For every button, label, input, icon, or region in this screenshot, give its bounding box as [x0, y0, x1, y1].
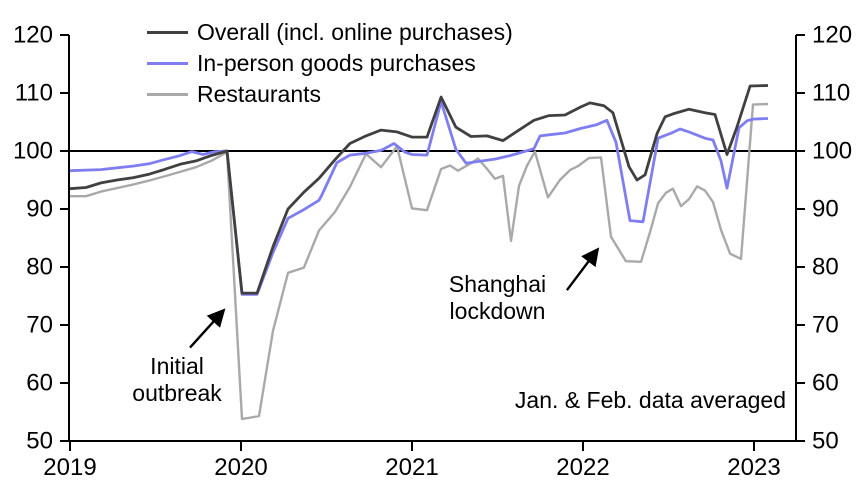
y-tick-label-left: 50 [26, 428, 53, 455]
y-tick-label-left: 100 [13, 138, 53, 165]
x-tick-label: 2021 [385, 454, 438, 481]
y-tick-label-right: 80 [812, 254, 839, 281]
legend-line-swatch-overall [147, 31, 188, 34]
y-tick-label-left: 90 [26, 196, 53, 223]
y-tick-label-left: 80 [26, 254, 53, 281]
legend-item-in-person: In-person goods purchases [147, 48, 513, 79]
legend-label: In-person goods purchases [197, 50, 476, 76]
legend: Overall (incl. online purchases) In-pers… [147, 17, 513, 110]
x-tick-label: 2020 [214, 454, 267, 481]
legend-line-swatch-in-person [147, 62, 188, 65]
x-tick-label: 2023 [727, 454, 780, 481]
legend-item-overall: Overall (incl. online purchases) [147, 17, 513, 48]
y-tick-label-right: 50 [812, 428, 839, 455]
y-tick-label-right: 120 [812, 22, 852, 49]
y-tick-label-right: 90 [812, 196, 839, 223]
annotation-arrow-0 [189, 308, 226, 349]
annotation-initial-outbreak: Initial outbreak [132, 352, 222, 406]
y-tick-label-right: 60 [812, 370, 839, 397]
y-tick-label-left: 120 [13, 22, 53, 49]
legend-label: Overall (incl. online purchases) [197, 19, 513, 45]
legend-label: Restaurants [197, 81, 322, 107]
y-tick-label-left: 60 [26, 370, 53, 397]
y-tick-label-right: 110 [812, 80, 850, 107]
annotation-arrow-1 [565, 247, 600, 291]
footnote-data-averaged: Jan. & Feb. data averaged [514, 387, 786, 413]
series-line-2 [70, 102, 769, 421]
x-tick-label: 2019 [43, 454, 96, 481]
y-tick-label-left: 70 [26, 312, 53, 339]
series-line-0 [69, 84, 769, 295]
y-tick-label-right: 70 [812, 312, 839, 339]
series-line-1 [69, 100, 769, 296]
legend-item-restaurants: Restaurants [147, 79, 513, 110]
legend-line-swatch-restaurants [147, 93, 188, 96]
y-tick-label-right: 100 [812, 138, 852, 165]
y-tick-label-left: 110 [15, 80, 53, 107]
annotation-shanghai-lockdown: Shanghai lockdown [448, 270, 547, 324]
x-tick-label: 2022 [556, 454, 609, 481]
